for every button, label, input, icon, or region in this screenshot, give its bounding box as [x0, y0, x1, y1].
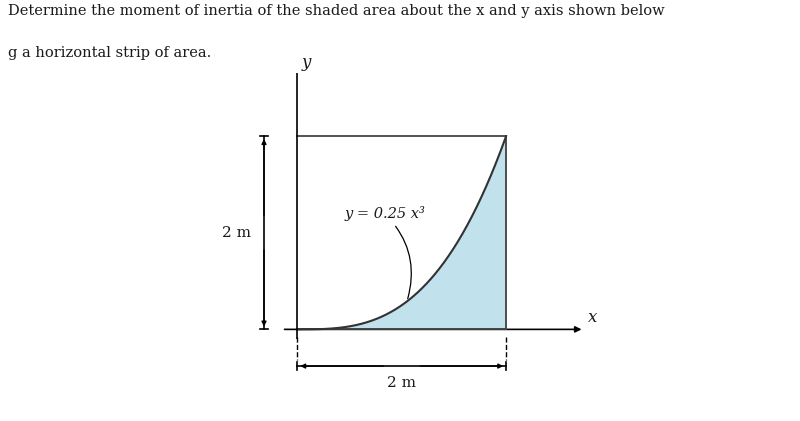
Text: Determine the moment of inertia of the shaded area about the x and y axis shown : Determine the moment of inertia of the s…: [8, 4, 665, 18]
Text: g a horizontal strip of area.: g a horizontal strip of area.: [8, 46, 211, 60]
Text: 2 m: 2 m: [387, 376, 416, 390]
Polygon shape: [298, 136, 506, 329]
Text: y = 0.25 x³: y = 0.25 x³: [344, 206, 426, 298]
Text: x: x: [587, 309, 597, 326]
Text: 2 m: 2 m: [222, 226, 251, 240]
Text: y: y: [302, 54, 311, 72]
